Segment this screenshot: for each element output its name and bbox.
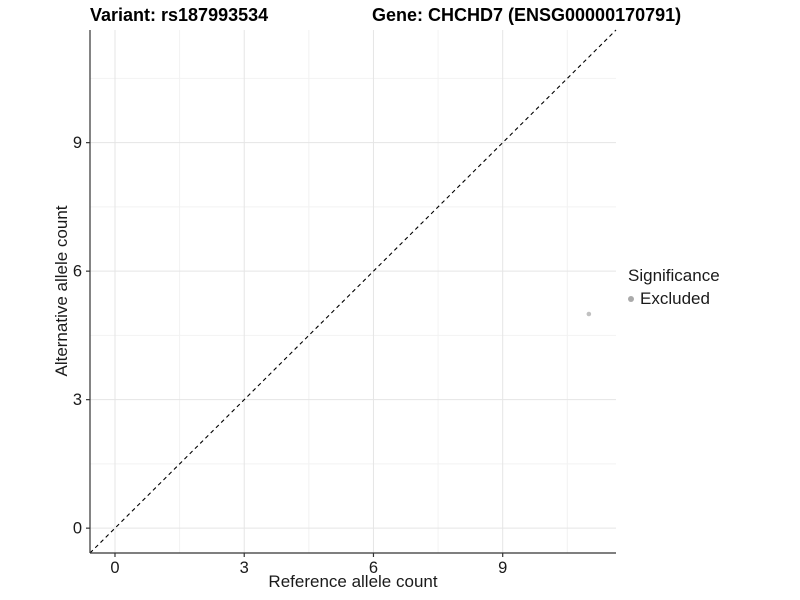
legend: Significance Excluded: [628, 266, 720, 309]
x-tick-label: 0: [110, 559, 119, 577]
legend-point-icon: [628, 296, 634, 302]
plot-title-variant: Variant: rs187993534: [90, 5, 269, 25]
legend-title: Significance: [628, 266, 720, 285]
y-axis-title: Alternative allele count: [52, 205, 71, 377]
y-tick-label: 6: [73, 263, 82, 281]
data-point: [586, 311, 592, 317]
identity-line: [89, 29, 617, 554]
legend-item-excluded: Excluded: [628, 289, 720, 309]
legend-item-label: Excluded: [640, 289, 710, 308]
y-tick-label: 3: [73, 391, 82, 409]
x-tick-label: 9: [498, 559, 507, 577]
y-tick-label: 9: [73, 134, 82, 152]
x-axis-title: Reference allele count: [268, 572, 438, 591]
x-tick-label: 3: [240, 559, 249, 577]
plot-title-gene: Gene: CHCHD7 (ENSG00000170791): [372, 5, 682, 25]
y-tick-label: 0: [73, 520, 82, 538]
x-tick-label: 6: [369, 559, 378, 577]
